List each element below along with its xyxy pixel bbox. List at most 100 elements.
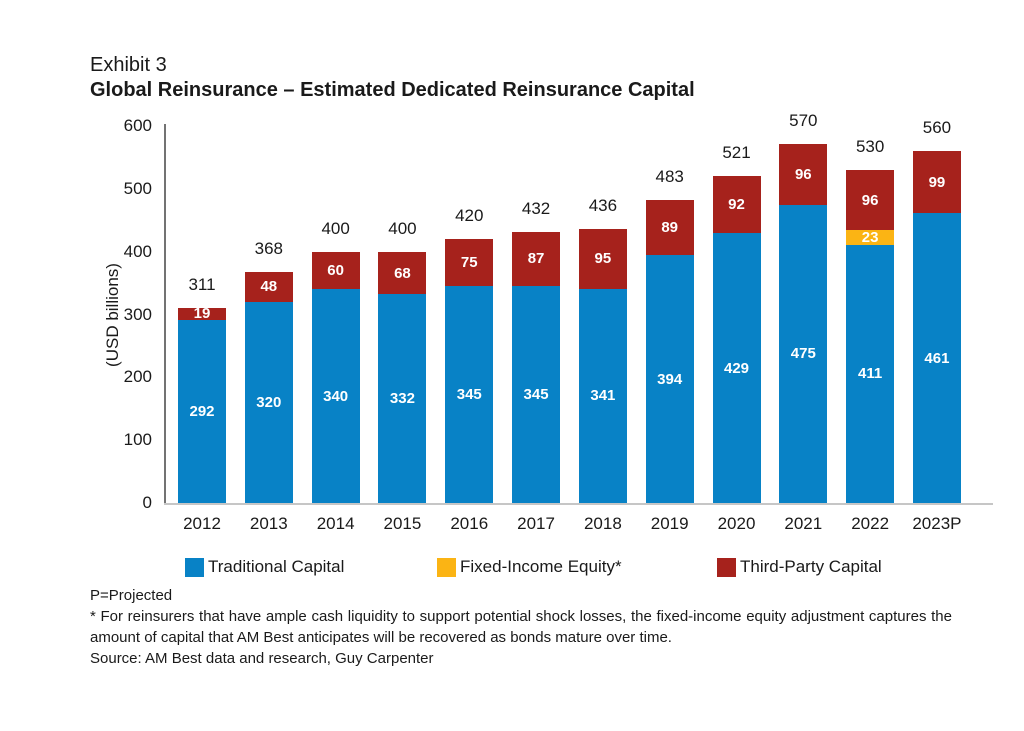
y-axis-tick-100: 100 xyxy=(123,430,152,450)
bar-segment-value: 92 xyxy=(728,196,745,213)
bar-group-2016: 420 75 345 2016 xyxy=(445,126,494,533)
legend-item-traditional-capital: Traditional Capital xyxy=(185,557,344,577)
x-axis-baseline xyxy=(164,503,993,505)
bar-segment-value: 95 xyxy=(594,250,612,268)
legend-item-third-party-capital: Third-Party Capital xyxy=(717,557,882,577)
legend-label: Fixed-Income Equity* xyxy=(460,557,622,576)
y-axis-title: (USD billions) xyxy=(103,263,122,367)
bar-group-2021: 570 96 475 2021 xyxy=(779,111,828,533)
bar-segment-third-party-capital: 48 xyxy=(244,271,293,302)
y-axis-line xyxy=(164,124,166,505)
x-axis-label-2015: 2015 xyxy=(383,514,422,533)
bar-group-2020: 521 92 429 2020 xyxy=(712,126,761,533)
bar-stack: 87 345 xyxy=(512,231,561,503)
bar-total-label: 368 xyxy=(254,238,283,258)
bar-segment-traditional-capital: 341 xyxy=(578,288,627,503)
bar-total-label: 432 xyxy=(521,198,551,218)
bar-segment-value: 19 xyxy=(193,305,211,323)
bar-segment-value: 96 xyxy=(861,191,879,209)
bar-segment-value: 341 xyxy=(590,387,616,405)
bar-segment-value: 68 xyxy=(394,264,411,282)
chart-title: Global Reinsurance – Estimated Dedicated… xyxy=(90,79,695,101)
bar-total-label: 521 xyxy=(722,142,751,162)
bar-segment-third-party-capital: 92 xyxy=(712,175,761,234)
bar-segment-value: 48 xyxy=(260,278,278,296)
bar-total-label: 400 xyxy=(388,218,417,238)
bar-group-2017: 432 87 345 2017 xyxy=(512,126,561,533)
bar-segment-third-party-capital: 96 xyxy=(779,144,828,205)
legend-label: Third-Party Capital xyxy=(740,557,882,576)
bar-segment-third-party-capital: 95 xyxy=(578,229,627,289)
x-axis-label-2019: 2019 xyxy=(650,514,689,533)
footnote-asterisk: * For reinsurers that have ample cash li… xyxy=(90,608,952,646)
bar-segment-traditional-capital: 475 xyxy=(779,204,828,503)
bar-segment-traditional-capital: 345 xyxy=(445,286,494,503)
bar-segment-value: 292 xyxy=(189,402,215,420)
bar-total-label: 570 xyxy=(789,111,818,131)
bar-total-label: 483 xyxy=(655,166,684,186)
x-axis-label-2013: 2013 xyxy=(249,514,288,533)
x-axis-label-2022: 2022 xyxy=(851,514,890,533)
x-axis-label-2018: 2018 xyxy=(583,514,622,533)
bar-segment-traditional-capital: 411 xyxy=(846,244,895,503)
bar-segment-value: 394 xyxy=(657,370,683,388)
bar-segment-third-party-capital: 75 xyxy=(445,239,494,287)
y-axis-tick-0: 0 xyxy=(142,493,152,512)
y-axis-tick-500: 500 xyxy=(123,178,152,198)
bar-segment-value: 99 xyxy=(928,173,946,191)
footnote-source: Source: AM Best data and research, Guy C… xyxy=(90,650,434,667)
bar-segment-value: 320 xyxy=(256,393,282,411)
chart-header: Exhibit 3 Global Reinsurance – Estimated… xyxy=(90,53,695,103)
x-axis-label-2020: 2020 xyxy=(717,514,756,533)
bar-group-2022: 530 96 23 411 2022 xyxy=(846,126,895,533)
bar-stack: 75 345 xyxy=(445,239,494,503)
bar-total-label: 311 xyxy=(188,274,216,294)
bar-segment-traditional-capital: 332 xyxy=(378,294,427,503)
bar-segment-value: 87 xyxy=(527,250,545,268)
bar-stack: 95 341 xyxy=(578,229,627,503)
bar-stack: 19 292 xyxy=(178,305,226,503)
legend-item-fixed-income-equity: Fixed-Income Equity* xyxy=(437,557,622,577)
bar-stack: 60 340 xyxy=(311,251,360,503)
bar-segment-traditional-capital: 292 xyxy=(178,319,226,503)
exhibit-label: Exhibit 3 xyxy=(90,54,167,76)
x-axis-label-2017: 2017 xyxy=(517,514,555,533)
bar-segment-third-party-capital: 99 xyxy=(912,151,961,214)
legend-swatch-traditional-capital xyxy=(185,557,204,577)
x-axis-label-2021: 2021 xyxy=(784,514,823,533)
x-axis-label-2023p: 2023P xyxy=(912,514,962,533)
bar-total-label: 420 xyxy=(455,206,484,226)
bar-segment-fixed-income-equity: 23 xyxy=(846,229,895,247)
legend-swatch-fixed-income-equity xyxy=(437,557,456,577)
bar-stack: 92 429 xyxy=(712,175,761,503)
bar-total-label: 560 xyxy=(922,118,952,138)
bar-stack: 48 320 xyxy=(244,271,293,503)
bar-segment-traditional-capital: 340 xyxy=(311,289,360,503)
bar-stack: 68 332 xyxy=(378,251,427,503)
bar-stack: 96 23 411 xyxy=(846,170,895,503)
y-axis-tick-300: 300 xyxy=(123,304,152,324)
bar-segment-value: 475 xyxy=(790,345,816,363)
bar-segment-value: 60 xyxy=(327,262,344,280)
bar-segment-traditional-capital: 394 xyxy=(645,255,694,503)
bar-segment-third-party-capital: 19 xyxy=(178,305,226,323)
legend-label: Traditional Capital xyxy=(208,557,345,576)
legend-swatch-third-party-capital xyxy=(717,557,736,577)
bar-stack: 99 461 xyxy=(912,151,961,503)
bar-segment-value: 461 xyxy=(924,349,950,367)
bar-segment-value: 23 xyxy=(861,229,879,247)
bar-stack: 96 475 xyxy=(779,144,828,503)
bar-stack: 89 394 xyxy=(645,199,694,503)
bar-segment-value: 345 xyxy=(456,386,482,404)
bar-segment-value: 411 xyxy=(858,365,883,383)
bar-segment-traditional-capital: 429 xyxy=(712,233,761,503)
bar-segment-traditional-capital: 345 xyxy=(512,286,561,503)
bar-total-label: 530 xyxy=(855,137,885,157)
bar-segment-third-party-capital: 96 xyxy=(846,170,895,231)
bar-segment-third-party-capital: 60 xyxy=(311,251,360,290)
bar-segment-value: 345 xyxy=(523,386,549,404)
footnote-projected: P=Projected xyxy=(90,587,173,604)
bar-segment-value: 429 xyxy=(723,359,750,377)
bar-group-2014: 400 60 340 2014 xyxy=(311,126,360,533)
